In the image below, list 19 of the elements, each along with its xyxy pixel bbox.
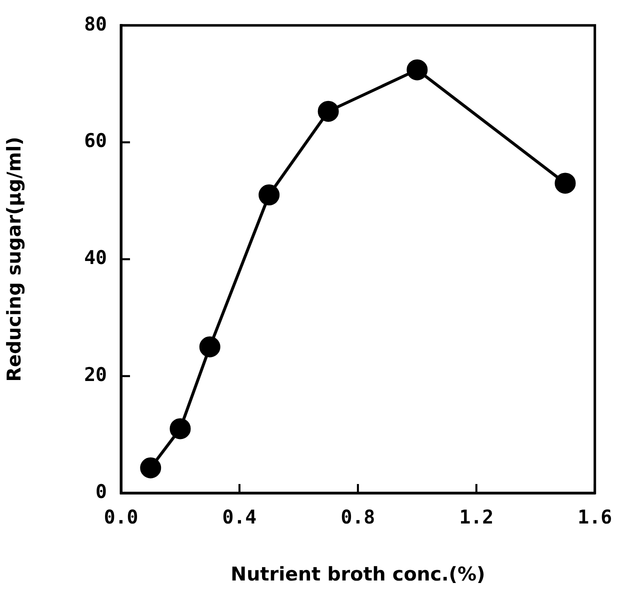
point [318,100,339,122]
point [554,172,576,194]
x-tick-label: 0.8 [340,506,376,528]
x-tick-label: 1.2 [459,506,494,528]
y-tick-label: 0 [96,480,107,503]
point [258,184,280,206]
point [140,457,162,478]
x-tick-label: 1.6 [578,506,612,528]
y-tick-label: 80 [84,13,107,36]
x-tick-label: 0.0 [104,506,138,528]
y-tick-label: 60 [84,130,107,152]
y-axis-title: Reducing sugar(μg/ml) [3,136,26,382]
y-tick-label: 40 [84,247,107,270]
point [199,336,220,358]
point [170,418,191,440]
point [406,59,428,80]
x-tick-label: 0.4 [222,506,257,528]
y-tick-label: 20 [84,364,107,386]
x-axis-title: Nutrient broth conc.(%) [230,564,486,586]
